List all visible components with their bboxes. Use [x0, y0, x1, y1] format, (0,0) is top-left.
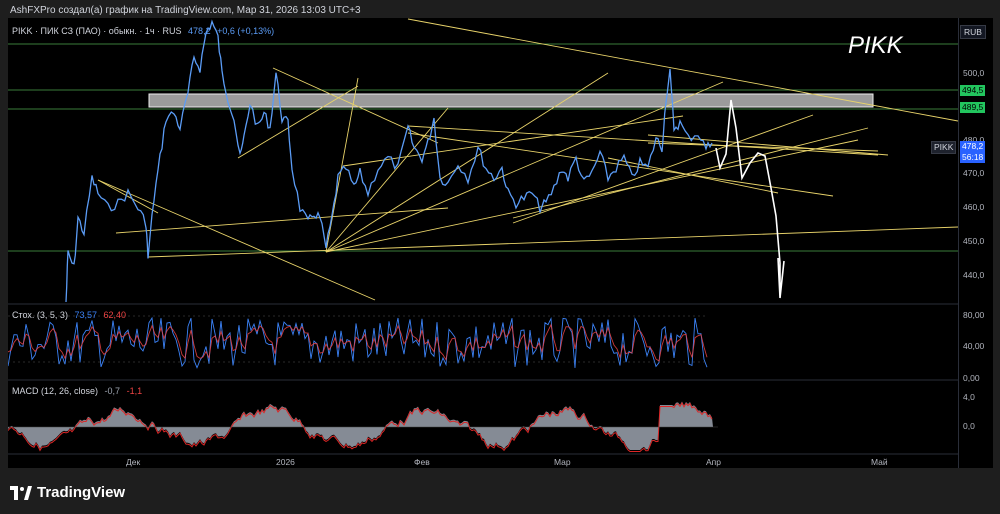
- level-tag-lower: 489,5: [960, 102, 986, 113]
- stoch-tick: 80,00: [963, 310, 985, 320]
- time-label-2026: 2026: [276, 457, 295, 467]
- chart-pane[interactable]: PIKK · ПИК СЗ (ПАО) · обыкн. · 1ч · RUS …: [8, 18, 958, 468]
- brand-name: TradingView: [37, 484, 126, 501]
- price-tick: 480,0: [963, 135, 985, 145]
- macd-value-2: -1,1: [126, 386, 143, 396]
- tradingview-brand[interactable]: TradingView: [10, 484, 125, 501]
- symbol-watermark: PIKK: [848, 32, 903, 59]
- macd-legend[interactable]: MACD (12, 26, close) -0,7 -1,1: [12, 386, 142, 396]
- time-label-feb: Фев: [414, 457, 430, 467]
- stoch-tick: 40,00: [963, 341, 985, 351]
- symbol-title: PIKK · ПИК СЗ (ПАО) · обыкн. · 1ч · RUS: [12, 26, 182, 36]
- level-tag-upper: 494,5: [960, 85, 986, 96]
- macd-title: MACD (12, 26, close): [12, 386, 99, 396]
- last-price: 478,2: [188, 26, 211, 36]
- tradingview-logo-icon: [10, 485, 32, 500]
- currency-button[interactable]: RUB: [960, 25, 986, 39]
- macd-tick: 4,0: [963, 392, 975, 402]
- projection-path: [715, 99, 785, 299]
- current-price-tag: 478,2: [960, 141, 986, 152]
- time-label-dec: Дек: [126, 457, 141, 467]
- stoch-d-value: 62,40: [103, 310, 127, 320]
- bar-countdown: 56:18: [960, 152, 986, 163]
- trend-lines: [97, 18, 958, 301]
- time-label-mar: Мар: [554, 457, 571, 467]
- stoch-k-line: [8, 316, 708, 369]
- stoch-d-line: [8, 323, 708, 362]
- resistance-zone[interactable]: [148, 93, 874, 108]
- horizontal-levels: [8, 43, 958, 252]
- price-tick: 450,0: [963, 236, 985, 246]
- price-change: +0,6 (+0,13%): [217, 26, 275, 36]
- price-series[interactable]: [65, 19, 713, 303]
- stoch-legend[interactable]: Стох. (3, 5, 3) 73,57 62,40: [12, 310, 126, 320]
- stoch-title: Стох. (3, 5, 3): [12, 310, 68, 320]
- stoch-tick: 0,00: [963, 373, 980, 383]
- macd-line: [8, 401, 713, 452]
- symbol-legend[interactable]: PIKK · ПИК СЗ (ПАО) · обыкн. · 1ч · RUS …: [12, 26, 274, 36]
- macd-histogram: [8, 401, 713, 450]
- stoch-k-value: 73,57: [74, 310, 97, 320]
- time-label-may: Май: [871, 457, 888, 467]
- time-label-apr: Апр: [706, 457, 721, 467]
- price-tick: 470,0: [963, 168, 985, 178]
- macd-tick: 0,0: [963, 421, 975, 431]
- price-tick: 460,0: [963, 202, 985, 212]
- publish-line: AshFXPro создал(а) график на TradingView…: [10, 5, 361, 16]
- macd-value-1: -0,7: [104, 386, 121, 396]
- symbol-price-tag: PIKK: [931, 141, 957, 154]
- price-axis[interactable]: 500,0 480,0 470,0 460,0 450,0 440,0 494,…: [958, 18, 993, 468]
- chart-drawing: [8, 18, 958, 455]
- price-tick: 500,0: [963, 68, 985, 78]
- price-tick: 440,0: [963, 270, 985, 280]
